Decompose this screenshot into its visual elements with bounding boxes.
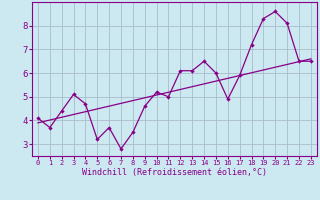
X-axis label: Windchill (Refroidissement éolien,°C): Windchill (Refroidissement éolien,°C)	[82, 168, 267, 177]
